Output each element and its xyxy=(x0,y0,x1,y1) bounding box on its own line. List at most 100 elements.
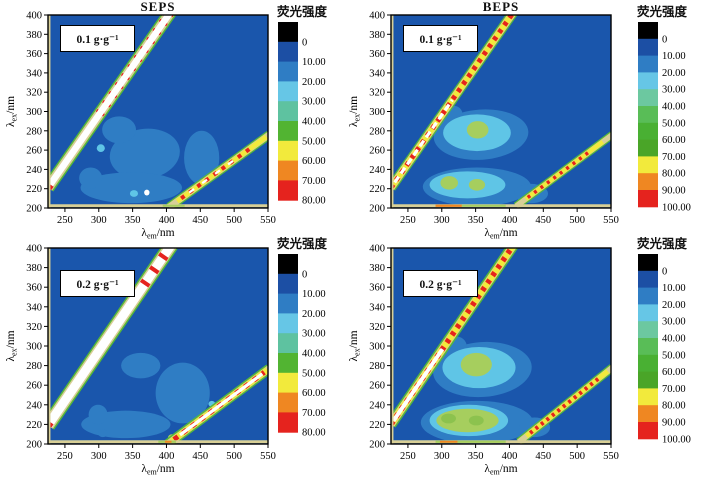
fluorescence-blob xyxy=(184,130,220,185)
fluorescence-blob xyxy=(129,190,139,197)
colorbar-block xyxy=(638,122,658,141)
scatter-band-layer xyxy=(48,248,175,428)
colorbar-label: 60.00 xyxy=(662,367,686,378)
y-tick-label: 240 xyxy=(26,400,42,411)
y-tick-label: 260 xyxy=(369,381,385,392)
y-tick-label: 400 xyxy=(26,244,42,255)
y-tick-label: 320 xyxy=(26,88,42,99)
colorbar-label: 0 xyxy=(302,269,307,280)
y-tick-label: 280 xyxy=(26,126,42,137)
colorbar-label: 40.00 xyxy=(302,349,326,360)
colorbar-label: 0 xyxy=(662,34,667,45)
y-tick-label: 240 xyxy=(26,165,42,176)
x-axis-label: λem/nm xyxy=(141,463,174,477)
colorbar-block xyxy=(278,254,298,275)
fluorescence-blob xyxy=(121,352,161,379)
y-tick-label: 400 xyxy=(369,244,385,255)
x-tick-label: 250 xyxy=(400,215,416,226)
x-tick-label: 350 xyxy=(125,215,141,226)
colorbar-block xyxy=(638,139,658,157)
panel-beps-0.1: 200 220 240 260 280 300 320 340 360 380 400 250 300 3… xyxy=(348,11,691,241)
colorbar-block xyxy=(278,392,298,413)
y-tick-label: 380 xyxy=(26,30,42,41)
colorbar-block xyxy=(278,121,298,142)
fluorescence-blob xyxy=(440,176,459,190)
x-tick-label: 550 xyxy=(603,451,619,462)
x-tick-label: 350 xyxy=(125,451,141,462)
y-axis-label: λex/nm xyxy=(5,330,19,361)
x-tick-label: 250 xyxy=(57,215,73,226)
colorbar-label: 70.00 xyxy=(302,176,326,187)
colorbar-block xyxy=(638,321,658,339)
colorbar-title: 荧光强度 xyxy=(276,5,327,19)
colorbar-label: 10.00 xyxy=(302,57,326,68)
y-axis-label: λex/nm xyxy=(5,96,19,127)
y-tick-label: 340 xyxy=(369,68,385,79)
colorbar-block xyxy=(278,140,298,162)
colorbar-label: 80.00 xyxy=(662,401,686,412)
x-tick-label: 450 xyxy=(192,451,208,462)
x-tick-label: 450 xyxy=(535,451,551,462)
colorbar-block xyxy=(638,270,658,289)
x-tick-label: 350 xyxy=(468,215,484,226)
colorbar-block xyxy=(638,55,658,73)
y-tick-label: 200 xyxy=(369,204,385,215)
panel-beps-0.2: 200 220 240 260 280 300 320 340 360 380 400 250 300 3… xyxy=(348,244,691,477)
x-axis-label: λem/nm xyxy=(484,463,517,477)
colorbar-block xyxy=(638,371,658,389)
fluorescence-blob xyxy=(102,116,136,144)
y-tick-label: 300 xyxy=(369,107,385,118)
fluorescence-blob xyxy=(96,144,105,153)
y-tick-label: 300 xyxy=(26,107,42,118)
colorbar-block xyxy=(638,338,658,356)
x-tick-label: 500 xyxy=(226,451,242,462)
y-tick-label: 280 xyxy=(369,361,385,372)
colorbar-block xyxy=(638,72,658,90)
scatter-band-layer xyxy=(179,372,264,437)
x-tick-label: 350 xyxy=(468,451,484,462)
scatter-band-layer xyxy=(526,148,593,199)
y-tick-label: 340 xyxy=(26,302,42,313)
fluorescence-blob xyxy=(144,189,150,196)
y-tick-label: 360 xyxy=(26,49,42,60)
dose-label-beps-0.2: 0.2 g·g⁻¹ xyxy=(403,270,478,297)
x-tick-label: 500 xyxy=(569,215,585,226)
fluorescence-blob xyxy=(155,362,210,424)
colorbar-label: 70.00 xyxy=(662,152,686,163)
scatter-band-layer xyxy=(48,15,173,190)
x-tick-label: 500 xyxy=(569,451,585,462)
colorbar-block xyxy=(278,160,298,181)
x-axis-label: λem/nm xyxy=(141,227,174,241)
y-tick-label: 220 xyxy=(369,184,385,195)
colorbar-label: 50.00 xyxy=(662,350,686,361)
fluorescence-blob xyxy=(88,404,108,425)
colorbar-block xyxy=(278,180,298,201)
scatter-band-layer xyxy=(188,155,240,194)
y-tick-label: 400 xyxy=(369,11,385,22)
fluorescence-blob xyxy=(468,415,484,426)
colorbar-block xyxy=(278,412,298,433)
colorbar-block xyxy=(278,101,298,122)
colorbar-block xyxy=(638,89,658,107)
colorbar-block xyxy=(638,156,658,174)
x-tick-label: 250 xyxy=(400,451,416,462)
y-tick-label: 260 xyxy=(369,146,385,157)
x-tick-label: 300 xyxy=(434,215,450,226)
colorbar-label: 90.00 xyxy=(662,186,686,197)
x-tick-label: 400 xyxy=(502,215,518,226)
y-tick-label: 380 xyxy=(26,263,42,274)
colorbar-label: 10.00 xyxy=(662,283,686,294)
scatter-band-layer xyxy=(524,369,610,439)
colorbar-block xyxy=(278,372,298,394)
x-tick-label: 300 xyxy=(91,451,107,462)
colorbar-label: 50.00 xyxy=(302,136,326,147)
colorbar-block xyxy=(638,38,658,57)
fluorescence-blob xyxy=(79,167,103,189)
y-tick-label: 240 xyxy=(369,165,385,176)
colorbar-title: 荧光强度 xyxy=(276,237,327,251)
y-tick-label: 240 xyxy=(369,400,385,411)
x-tick-label: 550 xyxy=(260,451,276,462)
colorbar-block xyxy=(278,273,298,295)
x-tick-label: 300 xyxy=(91,215,107,226)
y-tick-label: 360 xyxy=(369,283,385,294)
